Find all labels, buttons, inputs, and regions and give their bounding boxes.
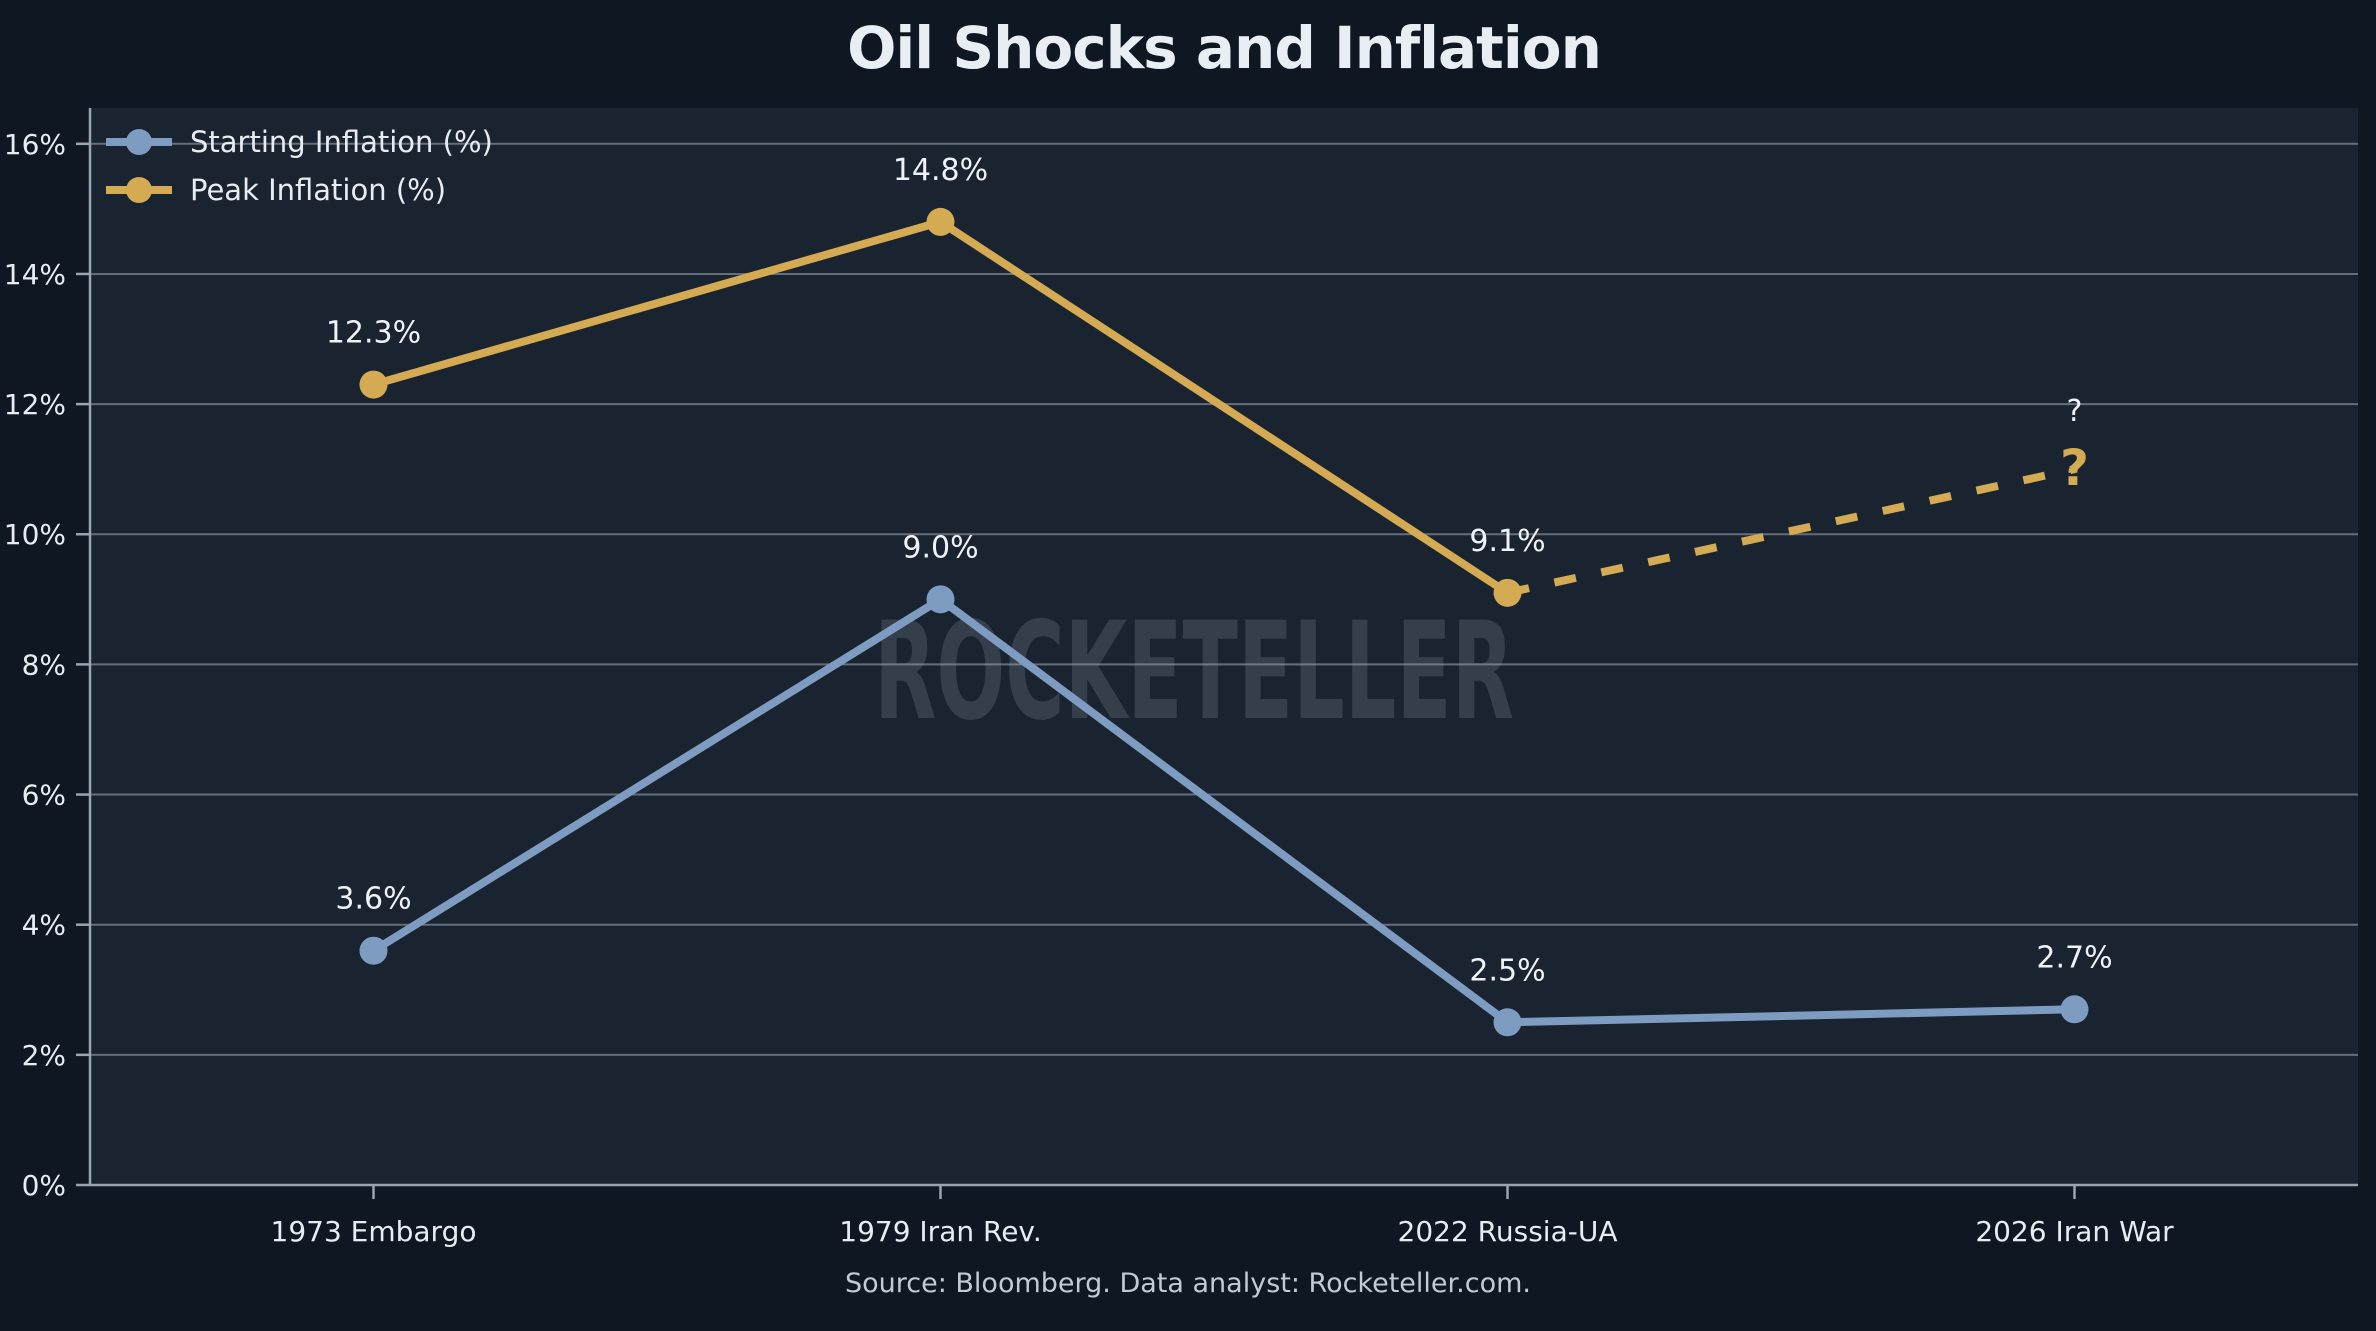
- y-tick-label: 16%: [4, 128, 66, 161]
- chart-title: Oil Shocks and Inflation: [847, 14, 1602, 82]
- y-tick-label: 2%: [22, 1039, 66, 1072]
- legend-item: Starting Inflation (%): [104, 120, 493, 164]
- source-footer: Source: Bloomberg. Data analyst: Rockete…: [845, 1268, 1531, 1299]
- data-point-marker: [926, 585, 955, 614]
- legend-label: Starting Inflation (%): [190, 125, 493, 159]
- data-label: 9.1%: [1469, 524, 1545, 559]
- series-line: [369, 595, 2079, 1027]
- legend-item: Peak Inflation (%): [104, 168, 493, 212]
- data-label: 3.6%: [335, 882, 411, 917]
- y-tick-label: 12%: [4, 388, 66, 421]
- data-label: 12.3%: [326, 316, 421, 351]
- x-tick-label: 2026 Iran War: [1975, 1215, 2174, 1248]
- data-label: 9.0%: [902, 530, 978, 565]
- x-tick-label: 1973 Embargo: [271, 1215, 477, 1248]
- projection-line: [1506, 465, 2076, 597]
- legend-line-marker-icon: [106, 129, 172, 155]
- projection-data-label: ?: [2067, 394, 2083, 429]
- legend-label: Peak Inflation (%): [190, 173, 447, 207]
- y-tick-label: 0%: [22, 1169, 66, 1202]
- y-tick-label: 14%: [4, 258, 66, 291]
- watermark: ROCKETELLER: [874, 593, 1514, 750]
- data-point-marker: [2060, 995, 2089, 1024]
- data-label: 2.5%: [1469, 953, 1545, 988]
- x-tick-label: 1979 Iran Rev.: [839, 1215, 1041, 1248]
- y-tick-label: 4%: [22, 909, 66, 942]
- projection-question-marker: ?: [2060, 439, 2089, 497]
- data-label: 14.8%: [893, 153, 988, 188]
- data-point-marker: [1493, 578, 1522, 607]
- data-label: 2.7%: [2036, 940, 2112, 975]
- y-tick-label: 10%: [4, 518, 66, 551]
- data-point-marker: [359, 370, 388, 399]
- y-tick-label: 8%: [22, 648, 66, 681]
- data-point-marker: [359, 936, 388, 965]
- x-tick-label: 2022 Russia-UA: [1398, 1215, 1618, 1248]
- y-tick-label: 6%: [22, 779, 66, 812]
- data-point-marker: [1493, 1008, 1522, 1037]
- data-point-marker: [926, 207, 955, 236]
- legend: Starting Inflation (%) Peak Inflation (%): [104, 120, 493, 212]
- legend-line-marker-icon: [106, 177, 172, 203]
- plot-area: [90, 108, 2358, 1185]
